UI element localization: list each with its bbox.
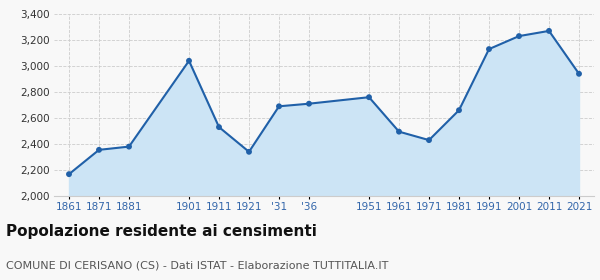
Text: COMUNE DI CERISANO (CS) - Dati ISTAT - Elaborazione TUTTITALIA.IT: COMUNE DI CERISANO (CS) - Dati ISTAT - E… — [6, 260, 388, 270]
Point — [574, 72, 584, 76]
Point — [274, 104, 284, 109]
Point — [544, 29, 554, 33]
Point — [304, 101, 314, 106]
Point — [214, 125, 224, 129]
Point — [424, 138, 434, 142]
Point — [124, 144, 134, 149]
Point — [184, 59, 194, 63]
Point — [454, 108, 464, 113]
Point — [484, 47, 494, 51]
Point — [364, 95, 374, 99]
Point — [94, 148, 104, 152]
Point — [394, 129, 404, 134]
Point — [514, 34, 524, 38]
Text: Popolazione residente ai censimenti: Popolazione residente ai censimenti — [6, 224, 317, 239]
Point — [244, 150, 254, 154]
Point — [64, 172, 74, 176]
